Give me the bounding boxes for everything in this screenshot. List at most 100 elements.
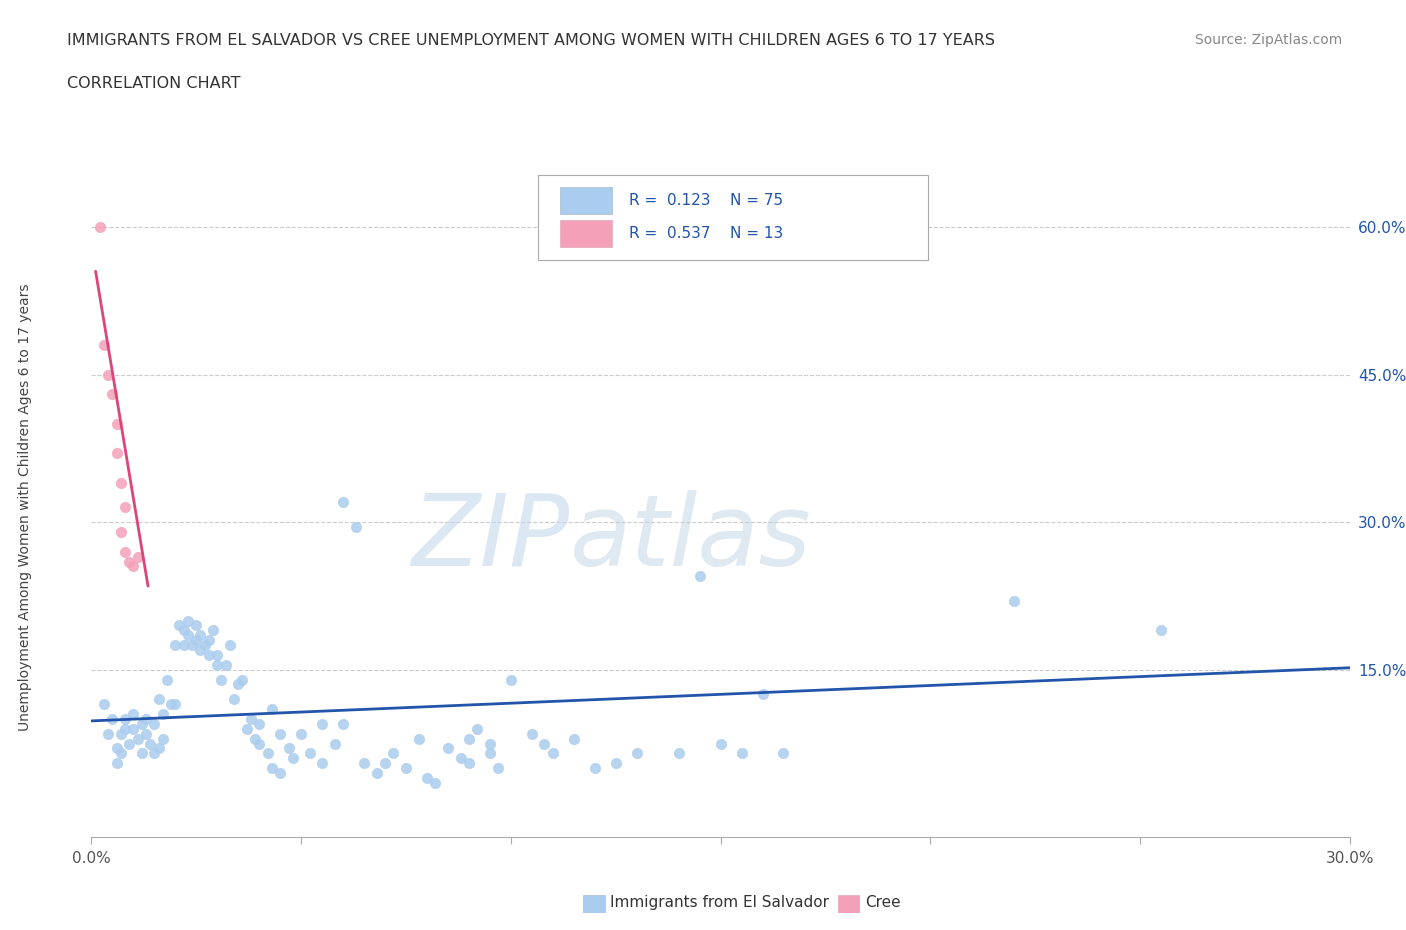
Point (277, 741, 299, 756)
Point (209, 672, 232, 687)
Point (135, 711, 157, 726)
Point (668, 746, 690, 761)
Point (105, 417, 128, 432)
Text: IMMIGRANTS FROM EL SALVADOR VS CREE UNEMPLOYMENT AMONG WOMEN WITH CHILDREN AGES : IMMIGRANTS FROM EL SALVADOR VS CREE UNEM… (67, 33, 995, 47)
Point (177, 613, 200, 628)
Point (152, 707, 174, 722)
Point (281, 751, 304, 765)
Point (374, 756, 396, 771)
Point (186, 618, 208, 633)
Point (165, 697, 187, 711)
Point (247, 736, 270, 751)
Point (148, 741, 170, 756)
Point (89, 219, 111, 234)
Point (152, 731, 174, 746)
Point (709, 736, 731, 751)
Point (395, 761, 418, 776)
Point (1150, 623, 1173, 638)
Point (97, 726, 120, 741)
Point (457, 731, 479, 746)
Point (118, 736, 141, 751)
Point (562, 731, 585, 746)
Point (425, 776, 447, 790)
Point (198, 632, 221, 647)
Point (101, 387, 124, 402)
Point (416, 771, 439, 786)
Point (205, 658, 228, 672)
Point (160, 697, 183, 711)
Point (478, 746, 501, 761)
Point (450, 751, 472, 765)
Point (127, 549, 149, 564)
Point (214, 658, 236, 672)
Point (143, 716, 166, 731)
Point (772, 746, 794, 761)
Point (148, 692, 170, 707)
Point (122, 722, 145, 737)
Text: Cree: Cree (865, 895, 900, 910)
Point (751, 687, 773, 702)
Point (437, 741, 460, 756)
Point (114, 711, 136, 726)
Point (177, 628, 200, 643)
Point (256, 746, 278, 761)
Point (486, 761, 509, 776)
Point (101, 711, 124, 726)
Point (105, 756, 128, 771)
Text: ZIP: ZIP (412, 490, 569, 587)
Point (110, 746, 132, 761)
Point (105, 741, 128, 756)
Point (323, 736, 346, 751)
Point (1002, 593, 1025, 608)
Point (247, 716, 270, 731)
Point (181, 638, 204, 653)
Point (169, 618, 191, 633)
Point (298, 746, 321, 761)
Text: CORRELATION CHART: CORRELATION CHART (67, 76, 240, 91)
Point (290, 726, 312, 741)
Point (131, 746, 153, 761)
Point (118, 554, 141, 569)
Point (243, 731, 266, 746)
Point (226, 677, 249, 692)
Point (344, 520, 367, 535)
Bar (560, 187, 613, 215)
Point (198, 647, 221, 662)
Point (190, 643, 212, 658)
Point (408, 731, 430, 746)
Point (156, 672, 179, 687)
Point (332, 495, 354, 510)
Point (202, 623, 225, 638)
Point (93, 697, 115, 711)
Point (114, 544, 136, 559)
Point (122, 707, 145, 722)
Point (110, 475, 132, 490)
Point (465, 722, 488, 737)
Point (222, 692, 245, 707)
Bar (560, 219, 613, 247)
Point (520, 726, 543, 741)
Point (190, 628, 212, 643)
Text: Immigrants from El Salvador: Immigrants from El Salvador (610, 895, 830, 910)
Point (114, 722, 136, 737)
Text: R =  0.123    N = 75: R = 0.123 N = 75 (628, 193, 783, 208)
Point (583, 761, 606, 776)
Point (131, 716, 153, 731)
Point (689, 569, 711, 584)
Point (478, 736, 501, 751)
Point (533, 736, 555, 751)
Point (382, 746, 405, 761)
Point (457, 756, 479, 771)
Point (541, 746, 564, 761)
Point (218, 638, 240, 653)
Point (269, 726, 291, 741)
Point (105, 445, 128, 460)
Point (730, 746, 752, 761)
Point (194, 638, 217, 653)
Point (605, 756, 627, 771)
FancyBboxPatch shape (538, 175, 928, 260)
Point (93, 338, 115, 352)
Point (110, 726, 132, 741)
Point (260, 701, 283, 716)
Point (332, 716, 354, 731)
